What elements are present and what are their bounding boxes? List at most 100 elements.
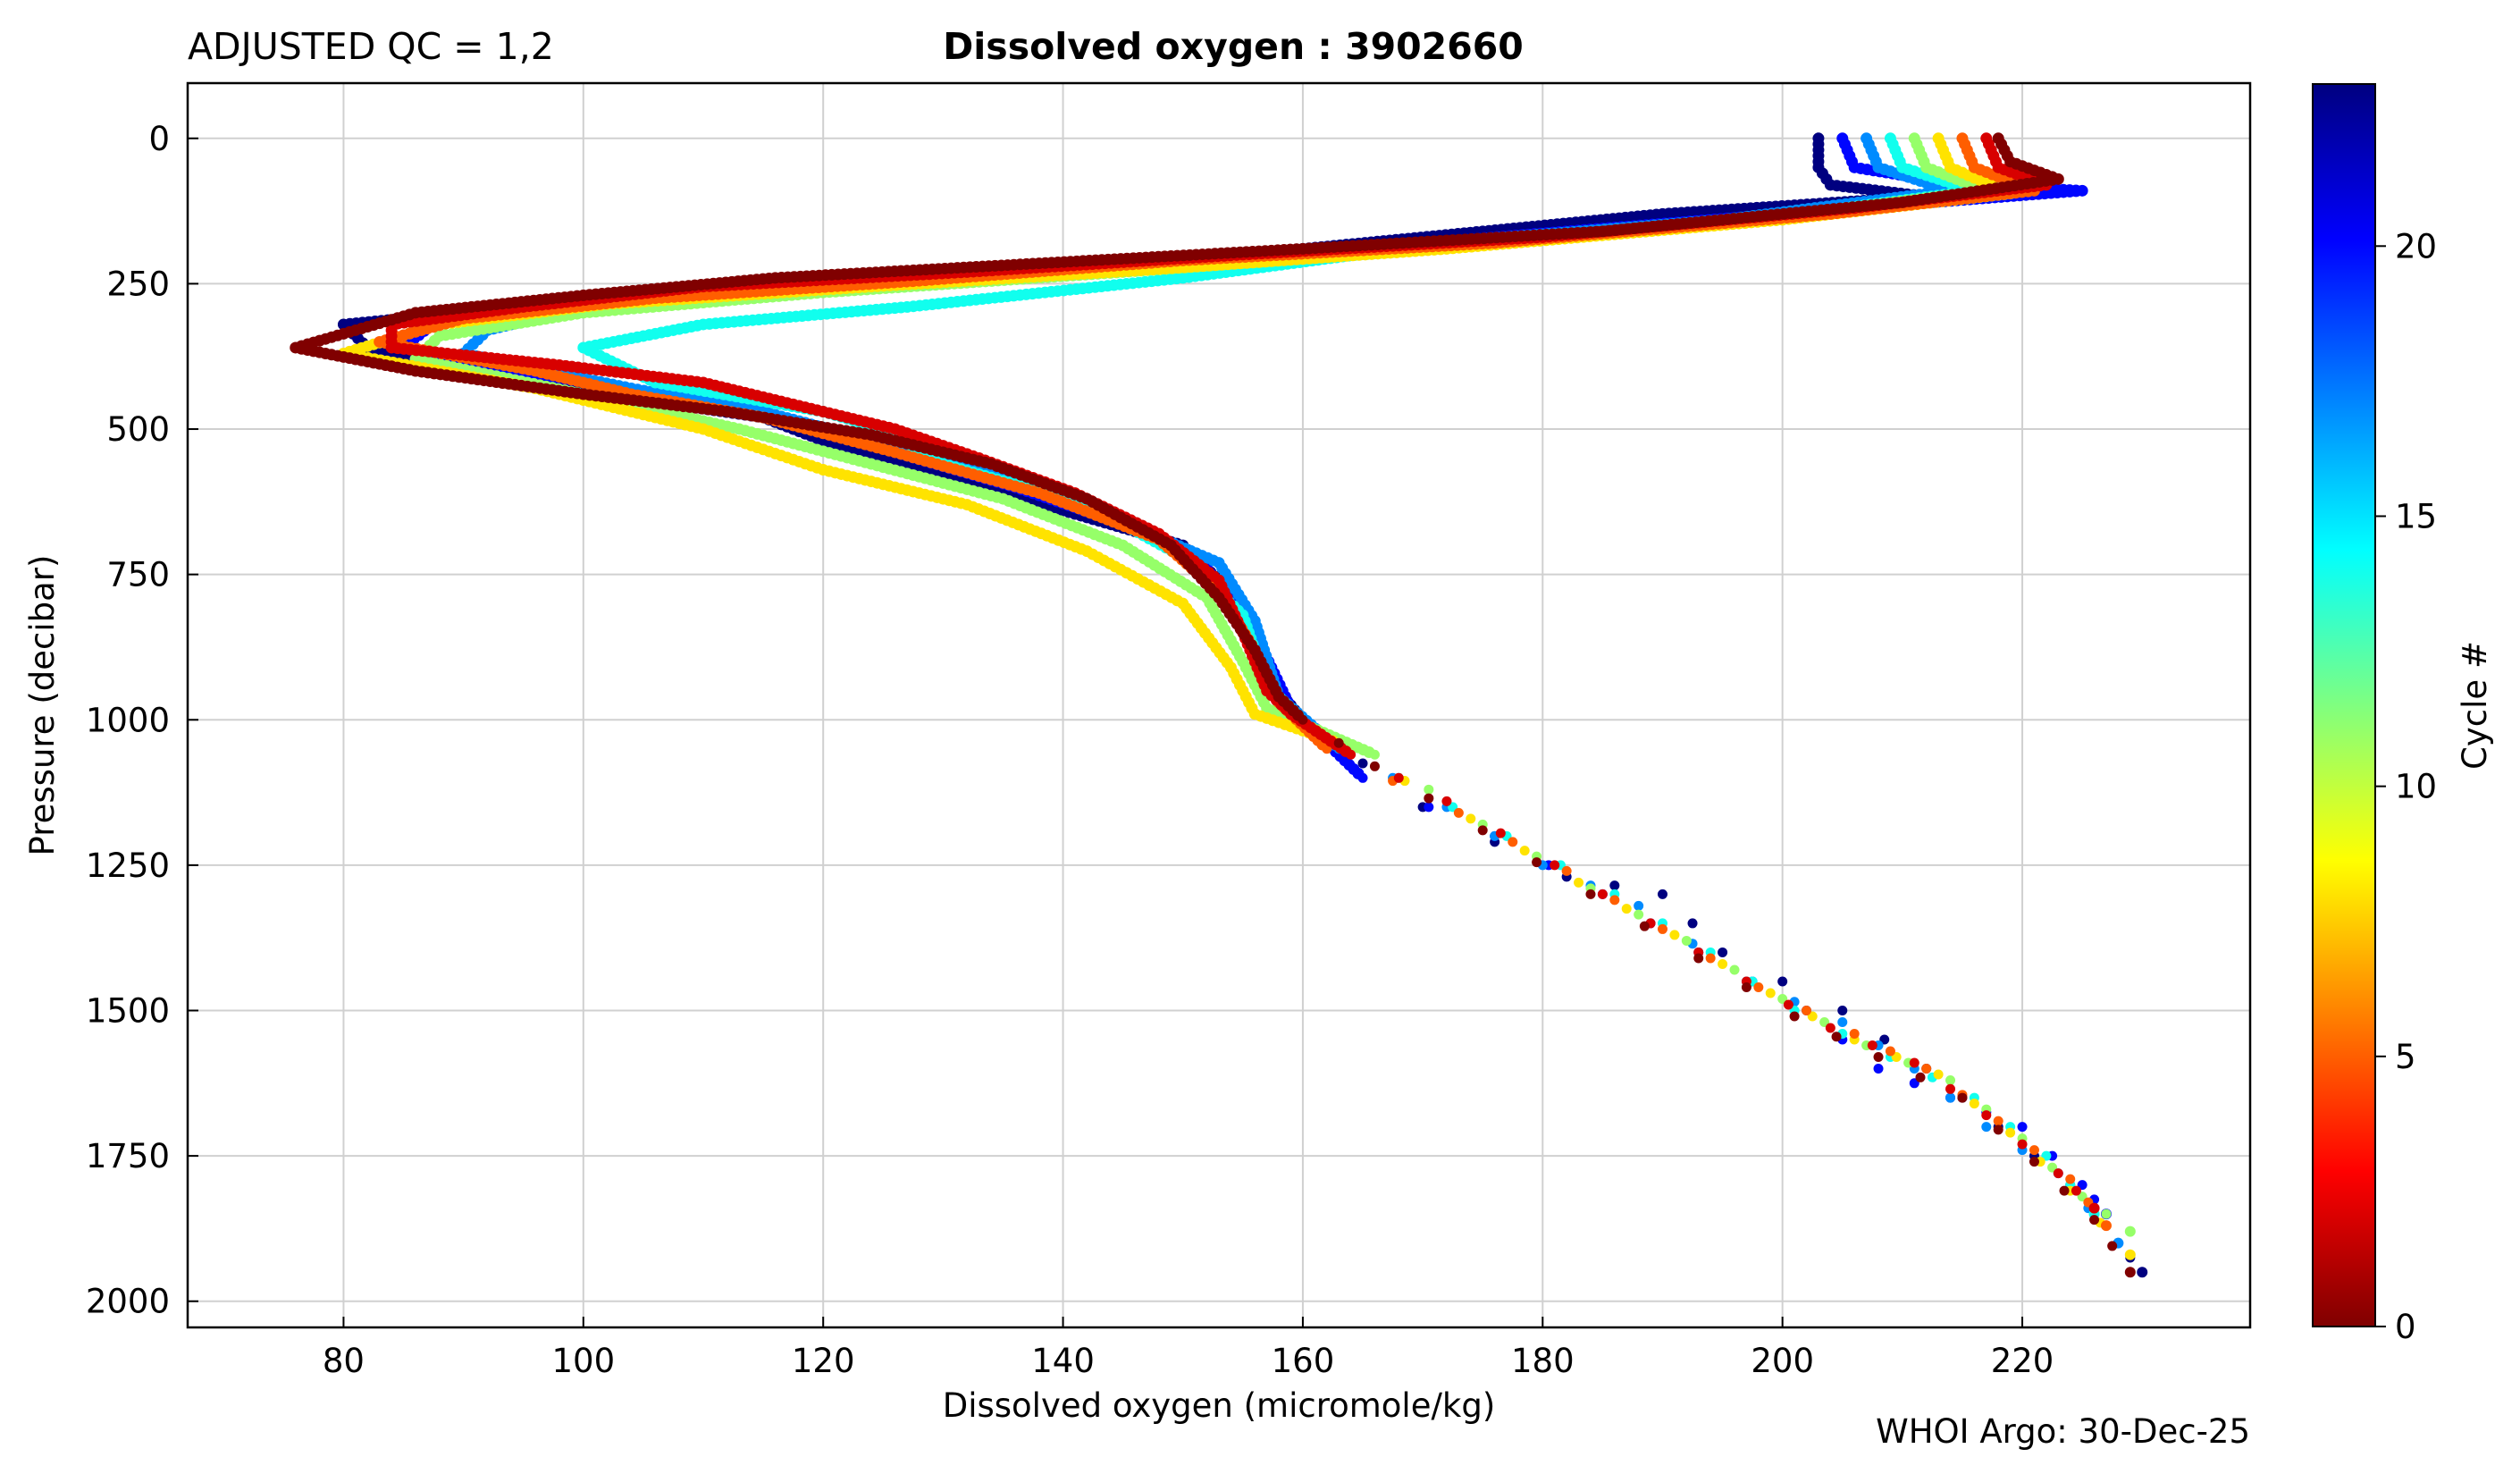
data-point — [1969, 1099, 1979, 1109]
x-tick-label: 140 — [1031, 1342, 1095, 1380]
data-point — [1453, 807, 1464, 818]
colorbar-tick-label: 5 — [2395, 1038, 2416, 1076]
data-point — [1597, 889, 1608, 899]
data-point — [1669, 930, 1680, 940]
colorbar-gradient — [2312, 83, 2376, 1327]
y-tick-label: 1000 — [86, 701, 170, 739]
data-point — [1609, 895, 1620, 905]
y-tick-label: 500 — [106, 410, 170, 449]
data-point — [1298, 714, 1308, 725]
data-point — [1441, 796, 1452, 806]
data-point — [1639, 921, 1650, 931]
data-point — [1495, 828, 1506, 838]
colorbar-label: Cycle # — [2456, 641, 2494, 770]
data-point — [2089, 1215, 2100, 1226]
data-point — [2029, 1145, 2039, 1156]
data-point — [1945, 1075, 1956, 1086]
data-point — [1393, 772, 1404, 783]
y-tick-label: 1750 — [86, 1137, 170, 1175]
data-point — [1657, 923, 1667, 934]
data-point — [2124, 1249, 2136, 1260]
x-axis: 80 100 120 140 160 180 200 220 — [323, 1317, 2054, 1380]
data-point — [1783, 999, 1793, 1010]
data-point — [1369, 749, 1380, 760]
data-point — [1424, 802, 1434, 813]
colorbar-tick-label: 0 — [2395, 1308, 2416, 1346]
data-point — [1837, 1005, 1848, 1015]
data-point — [1933, 1069, 1944, 1080]
data-point — [1729, 964, 1740, 975]
data-point — [1585, 889, 1596, 899]
data-point — [1718, 958, 1728, 969]
colorbar-tick-label: 15 — [2395, 497, 2437, 535]
data-point — [1831, 1032, 1842, 1042]
data-point — [1687, 918, 1698, 929]
data-point — [1873, 1064, 1884, 1074]
x-tick-label: 100 — [552, 1342, 616, 1380]
data-point — [1574, 877, 1584, 888]
data-points — [290, 132, 2148, 1278]
y-tick-label: 250 — [106, 265, 170, 303]
y-axis-label: Pressure (decibar) — [23, 555, 62, 856]
credit-text: WHOI Argo: 30-Dec-25 — [1876, 1412, 2250, 1451]
data-point — [1993, 1116, 2003, 1126]
data-point — [1789, 1011, 1800, 1022]
data-point — [1802, 1005, 1812, 1015]
colorbar: 0 5 10 15 20 Cycle # — [2312, 83, 2494, 1346]
data-point — [2137, 1267, 2148, 1278]
y-tick-label: 1250 — [86, 846, 170, 885]
data-point — [1609, 880, 1620, 891]
data-point — [1765, 988, 1776, 998]
data-point — [1466, 813, 1476, 824]
data-point — [2017, 1139, 2028, 1150]
plot-area: 80 100 120 140 160 180 200 220 0 250 500 750 1000 12… — [86, 81, 2252, 1380]
data-point — [1957, 1092, 1968, 1103]
data-point — [2059, 1185, 2070, 1196]
data-point — [1867, 1040, 1877, 1051]
data-point — [2053, 1168, 2063, 1179]
x-tick-label: 120 — [792, 1342, 855, 1380]
chart-title: Dissolved oxygen : 3902660 — [943, 25, 1524, 68]
data-point — [1634, 909, 1644, 920]
data-point — [1357, 772, 1368, 783]
x-tick-label: 200 — [1751, 1342, 1814, 1380]
colorbar-ticks: 0 5 10 15 20 — [2375, 227, 2437, 1346]
data-point — [1357, 758, 1368, 769]
data-point — [1825, 1023, 1835, 1033]
data-point — [2124, 1226, 2136, 1237]
data-point — [1477, 825, 1488, 836]
data-point — [2100, 1220, 2112, 1232]
x-tick-label: 180 — [1511, 1342, 1575, 1380]
qc-label: ADJUSTED QC = 1,2 — [188, 25, 554, 68]
y-tick-label: 0 — [148, 120, 170, 158]
plot-frame — [186, 81, 2252, 1329]
x-tick-label: 160 — [1272, 1342, 1335, 1380]
data-point — [1849, 1029, 1860, 1040]
data-point — [1921, 1064, 1932, 1074]
data-point — [1777, 976, 1788, 987]
y-tick-label: 2000 — [86, 1283, 170, 1321]
data-point — [1424, 784, 1434, 795]
data-point — [2101, 1209, 2112, 1219]
data-point — [1424, 793, 1434, 804]
data-point — [1369, 761, 1380, 771]
plot-background — [188, 83, 2250, 1327]
data-point — [1705, 953, 1716, 964]
colorbar-tick-label: 20 — [2395, 227, 2437, 265]
data-point — [1519, 846, 1530, 856]
data-point — [2029, 1157, 2039, 1167]
data-point — [1634, 900, 1644, 911]
data-point — [2065, 1174, 2076, 1184]
data-point — [1837, 1017, 1848, 1028]
series-cycle-23 — [290, 132, 2136, 1278]
colorbar-tick-label: 10 — [2395, 768, 2437, 806]
data-point — [1550, 860, 1560, 871]
data-point — [1333, 737, 1344, 748]
data-point — [1981, 1122, 1992, 1133]
x-axis-label: Dissolved oxygen (micromole/kg) — [943, 1386, 1496, 1425]
data-point — [1909, 1057, 1919, 1068]
data-point — [1741, 981, 1751, 992]
data-point — [1718, 947, 1728, 957]
data-point — [1508, 837, 1518, 847]
data-point — [1981, 1110, 1992, 1121]
